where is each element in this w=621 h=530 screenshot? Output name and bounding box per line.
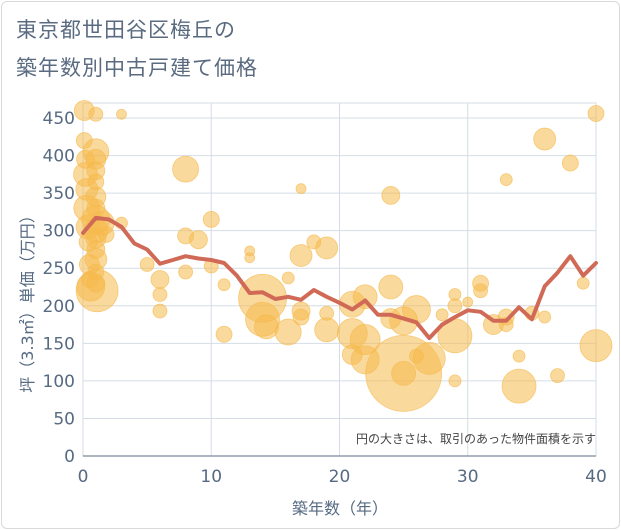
data-bubble <box>314 317 340 343</box>
data-bubble <box>381 185 401 205</box>
data-bubble <box>462 296 474 308</box>
y-tick-label: 450 <box>43 109 75 129</box>
y-tick-label: 400 <box>43 147 75 167</box>
data-bubble <box>501 368 537 404</box>
data-bubble <box>189 230 208 250</box>
data-bubble <box>473 283 488 299</box>
x-tick-label: 10 <box>200 467 222 487</box>
data-bubble <box>295 183 307 195</box>
x-tick-label: 20 <box>329 467 351 487</box>
y-tick-label: 200 <box>43 297 75 317</box>
axes: 0 50 100 150 200 250 300 350 400 450 0 10 20 30 40 <box>43 109 607 487</box>
bubble-layer <box>73 100 613 412</box>
data-bubble <box>292 308 310 326</box>
data-bubble <box>75 269 119 313</box>
y-tick-label: 250 <box>43 259 75 279</box>
data-bubble <box>561 154 579 172</box>
y-tick-label: 150 <box>43 334 75 354</box>
data-bubble <box>579 329 613 362</box>
data-bubble <box>499 173 513 187</box>
data-bubble <box>274 318 302 346</box>
data-bubble <box>587 105 605 122</box>
data-bubble <box>448 374 462 388</box>
chart-title-line2: 築年数別中古戸建て価格 <box>16 56 258 80</box>
y-tick-label: 100 <box>43 372 75 392</box>
chart-title-line1: 東京都世田谷区梅丘の <box>16 18 236 42</box>
average-line-layer <box>81 215 598 341</box>
data-bubble <box>550 368 565 384</box>
data-bubble <box>215 325 233 343</box>
data-bubble <box>289 244 313 267</box>
data-bubble <box>202 211 220 228</box>
data-bubble <box>178 264 194 280</box>
y-tick-label: 300 <box>43 222 75 242</box>
data-bubble <box>412 341 446 375</box>
data-bubble <box>116 108 127 120</box>
y-tick-label: 0 <box>64 447 75 467</box>
data-bubble <box>315 236 339 260</box>
x-axis-title: 築年数（年） <box>292 499 388 518</box>
x-tick-label: 40 <box>585 467 607 487</box>
y-tick-label: 50 <box>53 409 75 429</box>
data-bubble <box>152 303 168 319</box>
data-bubble <box>538 310 552 324</box>
data-bubble <box>97 226 115 243</box>
data-bubble <box>139 257 155 272</box>
y-tick-label: 350 <box>43 184 75 204</box>
data-bubble <box>281 271 295 285</box>
x-tick-label: 30 <box>457 467 479 487</box>
data-bubble <box>533 127 557 151</box>
average-price-line <box>81 215 598 341</box>
data-bubble <box>378 274 404 300</box>
data-bubble <box>217 278 231 292</box>
data-bubble <box>447 298 463 314</box>
data-bubble <box>512 349 526 363</box>
size-note: 円の大きさは、取引のあった物件面積を示す <box>356 431 596 446</box>
data-bubble <box>253 314 279 340</box>
data-bubble <box>435 308 449 322</box>
data-bubble <box>88 106 104 122</box>
data-bubble <box>172 155 200 183</box>
data-bubble <box>391 360 417 386</box>
data-bubble <box>152 287 168 302</box>
y-axis-title: 坪（3.3㎡）単価（万円） <box>18 207 37 392</box>
data-bubble <box>150 270 170 289</box>
data-bubble <box>576 276 590 290</box>
x-tick-label: 0 <box>78 467 89 487</box>
data-bubble <box>244 252 256 264</box>
